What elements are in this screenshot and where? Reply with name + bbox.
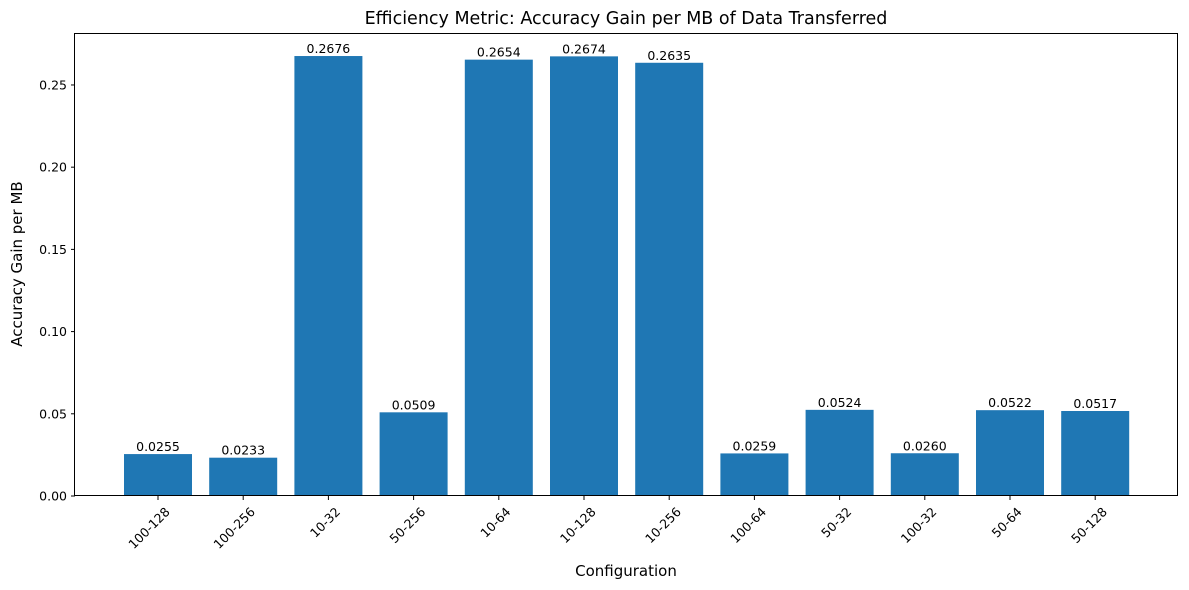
bar-100-32: [890, 453, 959, 496]
bar-value-label: 0.2635: [647, 48, 691, 63]
bar-10-32: [294, 56, 363, 497]
y-tick-label: 0.20: [39, 160, 67, 175]
y-axis: 0.00 0.05 0.10 0.15 0.20 0.25: [39, 77, 75, 504]
x-tick-label: 100-32: [898, 504, 940, 546]
bar-value-label: 0.0522: [988, 395, 1032, 410]
x-tick-label: 10-256: [642, 504, 684, 546]
bar-100-256: [209, 457, 278, 496]
y-tick-label: 0.05: [39, 406, 67, 421]
x-tick-label: 10-128: [557, 504, 599, 546]
bars: [124, 56, 1130, 497]
y-tick-label: 0.15: [39, 242, 67, 257]
y-axis-label: Accuracy Gain per MB: [8, 181, 26, 346]
bar-value-label: 0.0524: [818, 395, 862, 410]
x-axis: 100-128 100-256 10-32 50-256 10-64 10-128 10-2…: [125, 496, 1110, 552]
bar-100-64: [720, 453, 789, 496]
bar-value-label: 0.2654: [477, 45, 521, 60]
bar-value-label: 0.2674: [562, 41, 606, 56]
bar-value-label: 0.2676: [307, 41, 351, 56]
bar-10-256: [635, 62, 704, 496]
x-axis-label: Configuration: [575, 562, 677, 580]
x-tick-label: 100-256: [210, 504, 258, 552]
bar-50-128: [1061, 410, 1130, 496]
x-tick-label: 50-64: [988, 504, 1024, 540]
bar-50-256: [379, 412, 448, 496]
plot-frame: [74, 33, 1178, 496]
y-tick-label: 0.10: [39, 324, 67, 339]
chart-title: Efficiency Metric: Accuracy Gain per MB …: [365, 9, 888, 29]
bar-50-64: [976, 410, 1044, 496]
bar-100-128: [124, 454, 192, 496]
bar-value-label: 0.0509: [392, 397, 436, 412]
bar-value-label: 0.0255: [136, 439, 180, 454]
bar-10-128: [550, 56, 618, 497]
bar-10-64: [464, 59, 533, 496]
x-tick-label: 100-64: [727, 504, 769, 546]
x-tick-label: 10-32: [307, 504, 343, 540]
y-tick-label: 0.00: [39, 489, 67, 504]
bar-value-label: 0.0259: [733, 438, 777, 453]
bar-value-label: 0.0260: [903, 438, 947, 453]
y-tick-label: 0.25: [39, 77, 67, 92]
x-tick-label: 50-32: [818, 504, 854, 540]
x-tick-label: 10-64: [477, 504, 513, 540]
bar-value-label: 0.0517: [1073, 396, 1117, 411]
data-labels: 0.0255 0.0233 0.2676 0.0509 0.2654 0.2674 0.26…: [136, 41, 1117, 458]
x-tick-label: 50-256: [386, 504, 428, 546]
bar-value-label: 0.0233: [221, 443, 265, 458]
bar-50-32: [805, 409, 874, 496]
x-tick-label: 50-128: [1068, 504, 1110, 546]
x-tick-label: 100-128: [125, 504, 173, 552]
